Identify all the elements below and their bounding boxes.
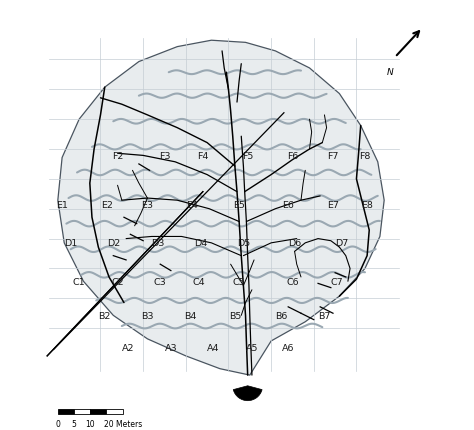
Text: F8: F8 [359, 151, 371, 160]
Bar [107, 409, 123, 415]
Text: B3: B3 [141, 311, 154, 320]
Text: N: N [387, 68, 394, 77]
Text: A2: A2 [122, 343, 135, 352]
Text: E5: E5 [233, 200, 245, 209]
Text: D4: D4 [194, 239, 207, 248]
Text: E3: E3 [141, 200, 154, 209]
Text: E1: E1 [56, 200, 68, 209]
Text: 20 Meters: 20 Meters [103, 419, 142, 427]
Text: C5: C5 [233, 277, 246, 286]
Text: D1: D1 [64, 239, 77, 248]
Text: C2: C2 [111, 277, 124, 286]
Text: B2: B2 [99, 311, 111, 320]
Text: C3: C3 [154, 277, 166, 286]
Text: F7: F7 [327, 151, 338, 160]
Text: D7: D7 [335, 239, 348, 248]
Text: C1: C1 [73, 277, 85, 286]
Bar [58, 409, 74, 415]
Text: 10: 10 [85, 419, 95, 427]
Text: D2: D2 [107, 239, 120, 248]
Text: 5: 5 [72, 419, 76, 427]
Text: B5: B5 [228, 311, 241, 320]
Text: A5: A5 [246, 343, 258, 352]
Bar [90, 409, 107, 415]
Text: E8: E8 [361, 200, 373, 209]
Text: E7: E7 [327, 200, 339, 209]
Text: E6: E6 [282, 200, 294, 209]
Text: A3: A3 [164, 343, 177, 352]
Text: A6: A6 [282, 343, 294, 352]
Text: B6: B6 [275, 311, 288, 320]
Text: F6: F6 [287, 151, 298, 160]
Text: A4: A4 [207, 343, 220, 352]
Text: D3: D3 [151, 239, 165, 248]
Text: D6: D6 [288, 239, 301, 248]
Text: C4: C4 [192, 277, 205, 286]
Text: F2: F2 [112, 151, 123, 160]
Text: F5: F5 [242, 151, 253, 160]
Text: D5: D5 [237, 239, 250, 248]
Text: 0: 0 [55, 419, 60, 427]
Text: B7: B7 [318, 311, 331, 320]
Bar [74, 409, 90, 415]
Text: F3: F3 [159, 151, 170, 160]
Text: F4: F4 [197, 151, 209, 160]
Text: E4: E4 [186, 200, 198, 209]
Polygon shape [58, 41, 384, 375]
Text: B4: B4 [184, 311, 196, 320]
Text: E2: E2 [101, 200, 113, 209]
Text: C6: C6 [286, 277, 299, 286]
Wedge shape [233, 386, 262, 401]
Text: C7: C7 [331, 277, 344, 286]
